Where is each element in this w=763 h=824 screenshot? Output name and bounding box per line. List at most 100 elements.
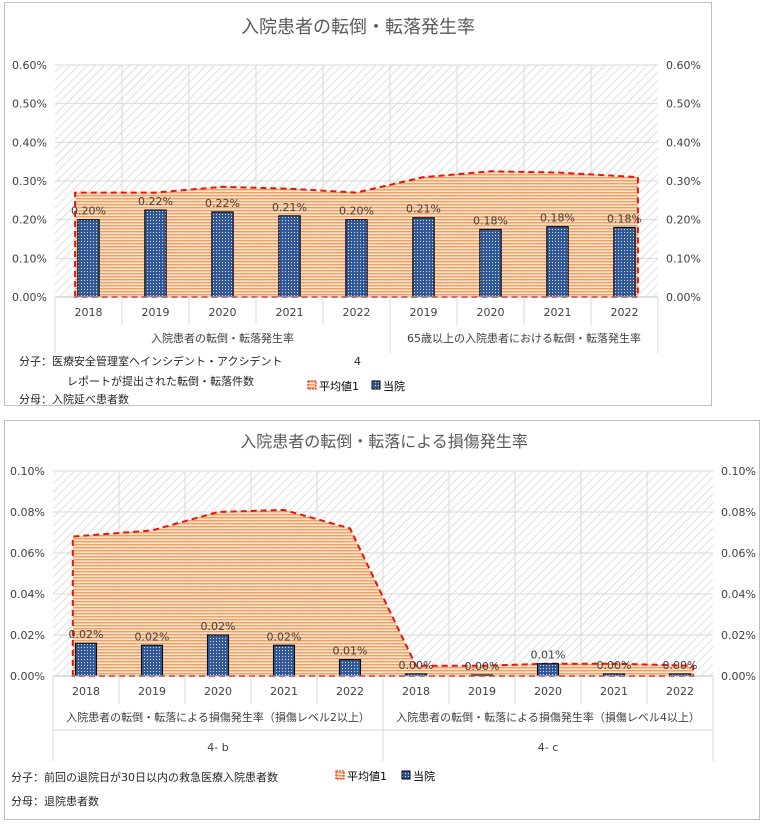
bar-hospital xyxy=(140,644,164,677)
bar-data-label: 0.02% xyxy=(201,620,236,633)
average-area-outline xyxy=(74,170,639,298)
x-tick-label: 2018 xyxy=(402,685,430,698)
legend-swatch-hospital xyxy=(371,380,381,390)
numerator-line2: レポートが提出された転倒・転落件数 xyxy=(67,374,254,388)
numerator: 分子：前回の退院日が30日以内の救急医療入院患者数 xyxy=(11,770,278,784)
y-tick-label-left: 0.20% xyxy=(12,214,47,227)
average-area xyxy=(72,509,694,676)
legend-swatch-hospital xyxy=(401,770,411,780)
legend-label-hospital: 当院 xyxy=(383,379,405,393)
legend-swatch-average xyxy=(335,770,345,780)
legend-label-average: 平均値1 xyxy=(319,380,359,393)
chart-panel-fall-rate: 入院患者の転倒・転落発生率 0.00% 0.00% 0.10% 0.10% 0.20% 0… xyxy=(4,2,712,406)
legend-label-average: 平均値1 xyxy=(347,770,387,783)
y-tick-label-left: 0.10% xyxy=(12,252,47,265)
bar-hospital xyxy=(338,659,362,677)
y-tick-label-right: 0.50% xyxy=(666,98,701,111)
bar-data-label: 0.01% xyxy=(333,645,368,658)
bar-data-label: 0.02% xyxy=(267,630,302,643)
bar-data-label: 0.18% xyxy=(607,212,642,225)
chart-title: 入院患者の転倒・転落による損傷発生率 xyxy=(240,432,528,451)
group-label: 入院患者の転倒・転落発生率 xyxy=(151,331,294,345)
bar-hospital xyxy=(144,209,167,298)
legend-swatch-average xyxy=(307,380,317,390)
bar-hospital xyxy=(345,219,368,298)
x-tick-label: 2019 xyxy=(138,685,166,698)
y-tick-label-left: 0.10% xyxy=(10,465,45,478)
group-label: 入院患者の転倒・転落による損傷発生率（損傷レベル2以上） xyxy=(66,710,370,724)
bar-data-label: 0.01% xyxy=(531,649,566,662)
bar-hospital xyxy=(613,226,636,298)
y-tick-label-right: 0.00% xyxy=(721,670,756,683)
x-tick-label: 2018 xyxy=(72,685,100,698)
bar-data-label: 0.02% xyxy=(135,630,170,643)
legend-label-hospital: 当院 xyxy=(413,769,435,783)
x-tick-label: 2019 xyxy=(468,685,496,698)
y-tick-label-right: 0.00% xyxy=(666,291,701,304)
bar-hospital xyxy=(77,219,100,298)
x-tick-label: 2020 xyxy=(534,685,562,698)
y-tick-label-left: 0.06% xyxy=(10,547,45,560)
y-tick-label-left: 0.00% xyxy=(10,670,45,683)
y-tick-label-left: 0.02% xyxy=(10,629,45,642)
x-tick-label: 2019 xyxy=(410,306,438,319)
x-tick-label: 2021 xyxy=(544,306,572,319)
y-tick-label-left: 0.50% xyxy=(12,98,47,111)
chart-injury-rate: 入院患者の転倒・転落による損傷発生率 0.00% 0.00% 0.02% 0.02% 0… xyxy=(10,432,756,808)
y-tick-label-right: 0.10% xyxy=(666,252,701,265)
legend: 平均値1 当院 xyxy=(335,769,435,783)
bar-data-label: 0.18% xyxy=(540,212,575,225)
y-tick-label-right: 0.40% xyxy=(666,136,701,149)
bar-data-label: 0.00% xyxy=(663,659,698,672)
y-tick-label-left: 0.40% xyxy=(12,136,47,149)
bar-hospital xyxy=(211,211,234,298)
y-tick-label-right: 0.10% xyxy=(721,465,756,478)
bar-data-label: 0.00% xyxy=(597,659,632,672)
x-tick-label: 2019 xyxy=(142,306,170,319)
y-tick-label-right: 0.20% xyxy=(666,214,701,227)
y-tick-label-left: 0.04% xyxy=(10,588,45,601)
bar-data-label: 0.22% xyxy=(205,197,240,210)
y-tick-label-right: 0.06% xyxy=(721,547,756,560)
x-tick-label: 2021 xyxy=(270,685,298,698)
group-label: 入院患者の転倒・転落による損傷発生率（損傷レベル4以上） xyxy=(396,710,700,724)
bar-hospital xyxy=(412,217,435,298)
bar-data-label: 0.20% xyxy=(71,205,106,218)
bar-hospital xyxy=(74,642,98,677)
bar-hospital xyxy=(479,228,502,298)
y-tick-label-left: 0.60% xyxy=(12,59,47,72)
bar-data-label: 0.02% xyxy=(69,628,104,641)
bar-hospital xyxy=(278,215,301,298)
y-tick-label-left: 0.00% xyxy=(12,291,47,304)
bar-hospital xyxy=(546,226,569,298)
x-tick-label: 2021 xyxy=(276,306,304,319)
x-tick-label: 2018 xyxy=(75,306,103,319)
group-code-label: 4- c xyxy=(538,741,559,754)
bar-hospital xyxy=(206,634,230,677)
chart-fall-rate: 入院患者の転倒・転落発生率 0.00% 0.00% 0.10% 0.10% 0.20% 0… xyxy=(12,17,701,405)
numerator-line1: 分子：医療安全管理室ヘインシデント・アクシデント xyxy=(19,354,282,368)
x-tick-label: 2022 xyxy=(336,685,364,698)
y-tick-label-right: 0.60% xyxy=(666,59,701,72)
chart-title: 入院患者の転倒・転落発生率 xyxy=(241,17,475,38)
y-tick-label-right: 0.30% xyxy=(666,175,701,188)
bar-data-label: 0.21% xyxy=(272,201,307,214)
chart-panel-injury-rate: 入院患者の転倒・転落による損傷発生率 0.00% 0.00% 0.02% 0.02% 0… xyxy=(4,420,760,820)
x-tick-label: 2022 xyxy=(343,306,371,319)
bar-hospital xyxy=(536,663,560,677)
indicator-code: 4 xyxy=(354,355,361,368)
x-tick-label: 2020 xyxy=(204,685,232,698)
x-tick-label: 2022 xyxy=(666,685,694,698)
denominator: 分母：退院患者数 xyxy=(11,794,99,808)
bar-data-label: 0.00% xyxy=(399,659,434,672)
bar-data-label: 0.22% xyxy=(138,195,173,208)
y-tick-label-right: 0.08% xyxy=(721,506,756,519)
y-tick-label-right: 0.02% xyxy=(721,629,756,642)
bar-data-label: 0.21% xyxy=(406,203,441,216)
bar-hospital xyxy=(272,644,296,677)
bar-data-label: 0.18% xyxy=(473,214,508,227)
y-tick-label-left: 0.08% xyxy=(10,506,45,519)
x-tick-label: 2022 xyxy=(611,306,639,319)
x-tick-label: 2020 xyxy=(209,306,237,319)
denominator: 分母：入院延べ患者数 xyxy=(19,392,129,405)
